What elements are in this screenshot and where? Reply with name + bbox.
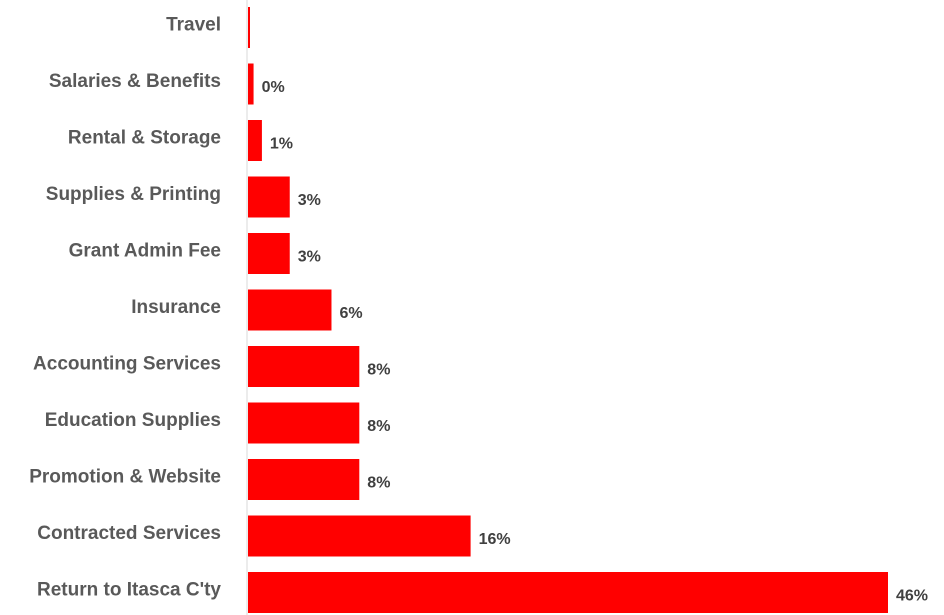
- data-label: 16%: [479, 531, 511, 548]
- bar: [248, 63, 254, 105]
- category-label: Education Supplies: [45, 410, 221, 431]
- bar: [248, 515, 471, 557]
- labels-layer: Travel Salaries & Benefits 0% Rental & Stor…: [29, 15, 928, 605]
- data-label: 1%: [270, 136, 293, 153]
- data-label: 6%: [339, 305, 362, 322]
- category-label: Salaries & Benefits: [49, 71, 221, 92]
- category-label: Accounting Services: [33, 354, 221, 375]
- bars-layer: [248, 7, 888, 613]
- category-label: Promotion & Website: [29, 467, 221, 488]
- data-label: 46%: [896, 588, 928, 605]
- data-label: 3%: [298, 249, 321, 266]
- category-label: Insurance: [131, 297, 221, 318]
- bar: [248, 120, 262, 161]
- bar: [248, 572, 888, 613]
- data-label: 8%: [367, 475, 390, 492]
- category-label: Rental & Storage: [68, 128, 221, 149]
- bar: [248, 233, 290, 274]
- category-label: Supplies & Printing: [46, 184, 221, 205]
- data-label: 8%: [367, 362, 390, 379]
- data-label: 0%: [262, 79, 285, 96]
- bar: [248, 7, 250, 48]
- data-label: 8%: [367, 418, 390, 435]
- bar: [248, 346, 360, 387]
- bar: [248, 459, 360, 500]
- category-label: Grant Admin Fee: [69, 241, 221, 262]
- bar: [248, 402, 360, 444]
- data-label: 3%: [298, 192, 321, 209]
- category-label: Return to Itasca C'ty: [37, 580, 221, 601]
- category-label: Contracted Services: [37, 523, 221, 544]
- category-label: Travel: [166, 15, 221, 36]
- bar: [248, 176, 290, 218]
- bar: [248, 289, 332, 331]
